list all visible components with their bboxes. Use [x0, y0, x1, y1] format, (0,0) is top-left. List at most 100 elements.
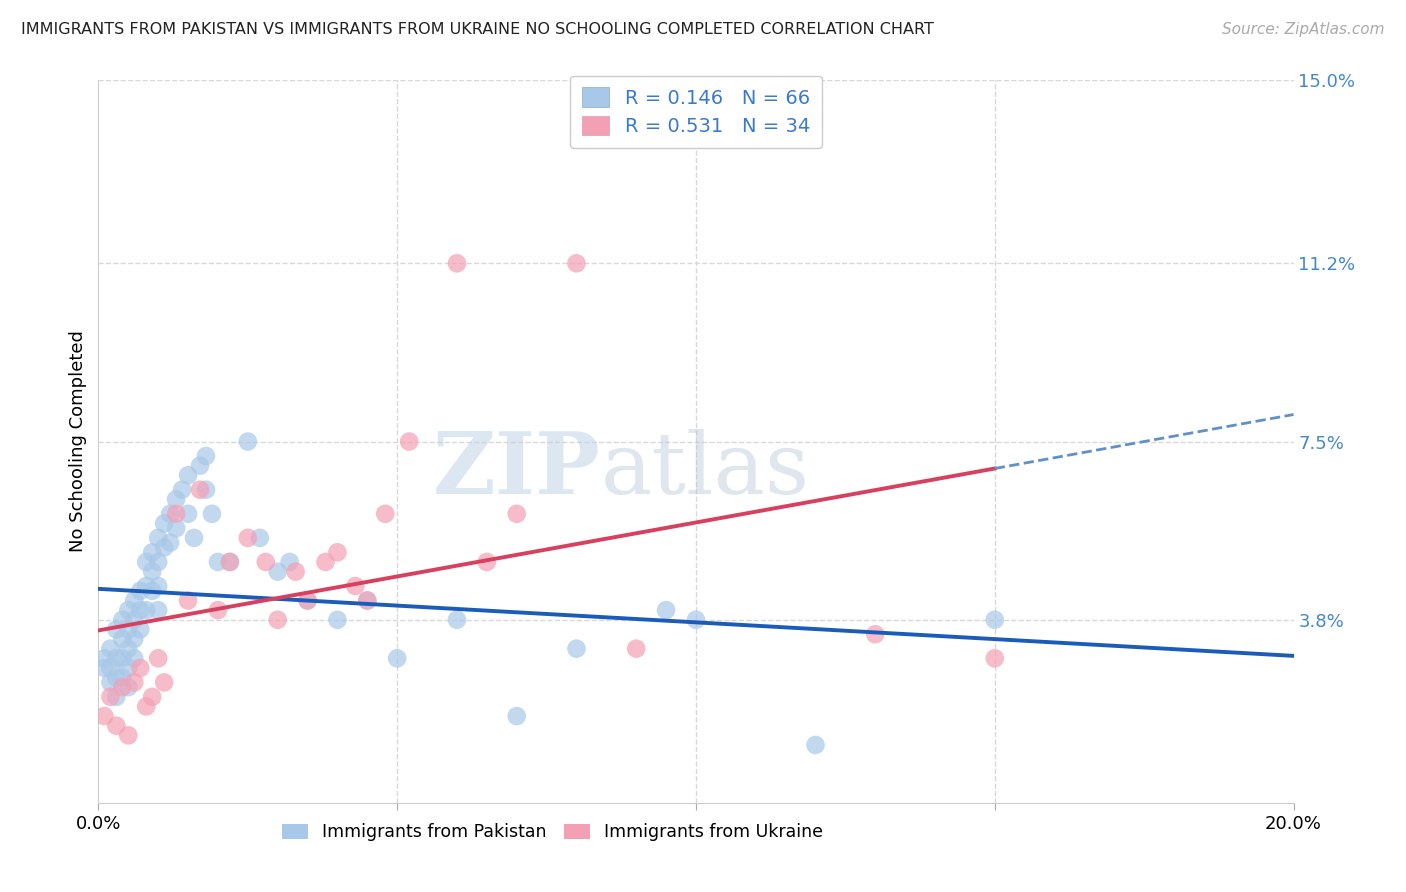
- Point: [984, 651, 1007, 665]
- Point: [446, 613, 468, 627]
- Point: [148, 579, 170, 593]
- Point: [141, 583, 163, 598]
- Point: [117, 661, 139, 675]
- Point: [188, 458, 211, 473]
- Point: [249, 531, 271, 545]
- Point: [141, 690, 163, 704]
- Point: [141, 545, 163, 559]
- Point: [177, 468, 200, 483]
- Point: [315, 555, 337, 569]
- Point: [172, 483, 194, 497]
- Point: [165, 521, 187, 535]
- Point: [135, 603, 157, 617]
- Point: [201, 507, 224, 521]
- Point: [124, 651, 146, 665]
- Point: [105, 623, 128, 637]
- Point: [207, 603, 229, 617]
- Point: [344, 579, 367, 593]
- Point: [129, 623, 152, 637]
- Point: [153, 675, 176, 690]
- Point: [148, 603, 170, 617]
- Point: [111, 671, 134, 685]
- Point: [655, 603, 678, 617]
- Point: [565, 256, 588, 270]
- Point: [177, 507, 200, 521]
- Text: Source: ZipAtlas.com: Source: ZipAtlas.com: [1222, 22, 1385, 37]
- Point: [105, 671, 128, 685]
- Point: [356, 593, 378, 607]
- Point: [195, 449, 218, 463]
- Point: [124, 632, 146, 646]
- Point: [111, 632, 134, 646]
- Text: ZIP: ZIP: [433, 428, 600, 512]
- Point: [236, 531, 259, 545]
- Point: [93, 651, 115, 665]
- Point: [117, 641, 139, 656]
- Point: [141, 565, 163, 579]
- Y-axis label: No Schooling Completed: No Schooling Completed: [69, 331, 87, 552]
- Point: [183, 531, 205, 545]
- Point: [98, 661, 122, 675]
- Point: [148, 651, 170, 665]
- Point: [297, 593, 319, 607]
- Point: [105, 690, 128, 704]
- Point: [129, 661, 152, 675]
- Point: [565, 641, 588, 656]
- Point: [153, 541, 176, 555]
- Point: [195, 483, 218, 497]
- Point: [446, 256, 468, 270]
- Point: [804, 738, 827, 752]
- Point: [98, 641, 122, 656]
- Point: [124, 675, 146, 690]
- Point: [129, 583, 152, 598]
- Point: [297, 593, 319, 607]
- Point: [129, 603, 152, 617]
- Point: [254, 555, 277, 569]
- Point: [865, 627, 887, 641]
- Point: [278, 555, 301, 569]
- Point: [165, 492, 187, 507]
- Point: [153, 516, 176, 531]
- Point: [207, 555, 229, 569]
- Point: [159, 507, 181, 521]
- Point: [356, 593, 378, 607]
- Point: [236, 434, 259, 449]
- Point: [159, 535, 181, 549]
- Point: [117, 728, 139, 742]
- Point: [177, 593, 200, 607]
- Point: [284, 565, 307, 579]
- Text: atlas: atlas: [600, 429, 810, 512]
- Point: [165, 507, 187, 521]
- Point: [506, 709, 529, 723]
- Point: [98, 675, 122, 690]
- Point: [111, 651, 134, 665]
- Point: [326, 545, 349, 559]
- Point: [117, 680, 139, 694]
- Point: [188, 483, 211, 497]
- Point: [105, 651, 128, 665]
- Point: [984, 613, 1007, 627]
- Point: [385, 651, 409, 665]
- Point: [148, 531, 170, 545]
- Point: [506, 507, 529, 521]
- Point: [135, 699, 157, 714]
- Point: [267, 613, 290, 627]
- Point: [685, 613, 707, 627]
- Point: [111, 613, 134, 627]
- Point: [124, 593, 146, 607]
- Point: [117, 623, 139, 637]
- Legend: Immigrants from Pakistan, Immigrants from Ukraine: Immigrants from Pakistan, Immigrants fro…: [276, 816, 830, 848]
- Text: IMMIGRANTS FROM PAKISTAN VS IMMIGRANTS FROM UKRAINE NO SCHOOLING COMPLETED CORRE: IMMIGRANTS FROM PAKISTAN VS IMMIGRANTS F…: [21, 22, 934, 37]
- Point: [374, 507, 396, 521]
- Point: [98, 690, 122, 704]
- Point: [111, 680, 134, 694]
- Point: [219, 555, 242, 569]
- Point: [626, 641, 648, 656]
- Point: [398, 434, 420, 449]
- Point: [117, 603, 139, 617]
- Point: [475, 555, 498, 569]
- Point: [326, 613, 349, 627]
- Point: [135, 579, 157, 593]
- Point: [105, 719, 128, 733]
- Point: [267, 565, 290, 579]
